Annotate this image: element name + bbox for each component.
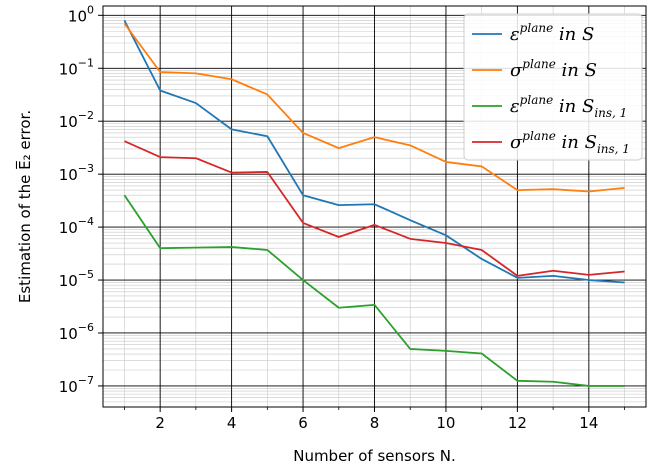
y-tick-label: 10−6 bbox=[59, 321, 94, 343]
x-tick-label: 10 bbox=[436, 414, 455, 432]
y-axis-ticks: 10−7 10−6 10−5 10−4 10−3 10−2 10−1 100 bbox=[59, 3, 103, 396]
legend: εplane in S σplane in S εplane in Sins, 1 σ… bbox=[463, 13, 643, 161]
y-tick-label: 10−5 bbox=[59, 268, 94, 290]
series-line-3 bbox=[123, 194, 625, 387]
y-tick-label: 100 bbox=[68, 3, 94, 25]
legend-entry: σplane in Sins, 1 bbox=[510, 129, 630, 156]
series-lines bbox=[123, 20, 625, 387]
x-tick-label: 4 bbox=[227, 414, 237, 432]
series-line-2 bbox=[123, 22, 625, 193]
legend-entry: εplane in Sins, 1 bbox=[510, 93, 627, 120]
x-axis-label: Number of sensors N. bbox=[293, 447, 456, 465]
x-tick-label: 2 bbox=[155, 414, 165, 432]
x-tick-label: 12 bbox=[508, 414, 527, 432]
legend-entry: σplane in S bbox=[510, 57, 597, 81]
legend-entry: εplane in S bbox=[510, 21, 594, 45]
x-tick-label: 8 bbox=[370, 414, 380, 432]
x-tick-label: 6 bbox=[298, 414, 308, 432]
y-tick-label: 10−7 bbox=[59, 374, 94, 396]
x-axis-ticks: 2 4 6 8 10 12 14 bbox=[124, 407, 625, 432]
y-tick-label: 10−4 bbox=[59, 215, 94, 237]
y-axis-label: Estimation of the E̅₂ error. bbox=[15, 110, 34, 303]
y-tick-label: 10−2 bbox=[59, 109, 94, 131]
y-tick-label: 10−1 bbox=[59, 56, 94, 78]
series-line-1 bbox=[123, 20, 625, 284]
y-tick-label: 10−3 bbox=[59, 162, 94, 184]
legend-box bbox=[463, 13, 643, 161]
x-tick-label: 14 bbox=[579, 414, 598, 432]
series-line-4 bbox=[124, 140, 625, 277]
